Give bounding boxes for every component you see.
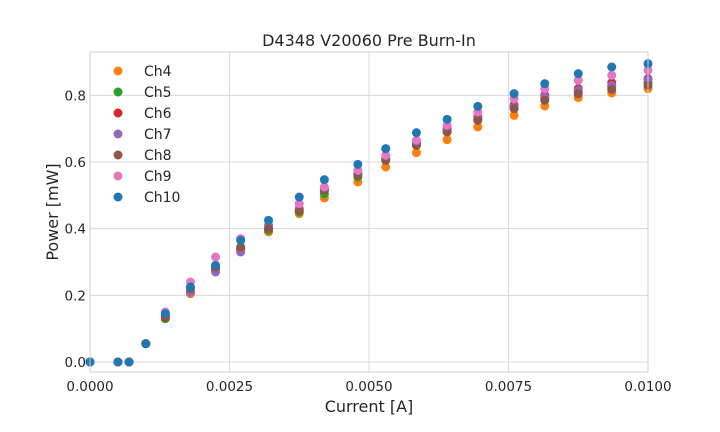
data-point: [573, 75, 583, 85]
grid: [90, 52, 648, 372]
data-point: [141, 339, 151, 349]
legend-label: Ch6: [144, 106, 172, 122]
data-point: [319, 182, 329, 192]
data-point: [264, 224, 274, 234]
data-point: [509, 104, 519, 114]
data-point: [442, 127, 452, 137]
data-point: [211, 252, 221, 262]
x-axis-label: Current [A]: [325, 397, 414, 416]
plot-frame: [89, 51, 649, 373]
legend-label: Ch5: [144, 85, 172, 101]
data-point: [319, 175, 329, 185]
data-point: [573, 69, 583, 79]
data-point: [113, 357, 123, 367]
data-point: [185, 282, 195, 292]
legend-item: Ch10: [113, 190, 180, 206]
legend-marker: [113, 87, 123, 97]
data-point: [236, 235, 246, 245]
data-point: [124, 357, 134, 367]
data-point: [442, 114, 452, 124]
legend-item: Ch9: [113, 169, 172, 185]
legend-marker: [113, 192, 123, 202]
data-point: [411, 148, 421, 158]
legend-item: Ch7: [113, 127, 172, 143]
y-tick-label: 0.6: [65, 155, 86, 171]
data-point: [160, 309, 170, 319]
legend-label: Ch10: [144, 190, 180, 206]
data-point: [540, 79, 550, 89]
data-point: [211, 260, 221, 270]
data-point: [353, 159, 363, 169]
data-point: [442, 135, 452, 145]
x-tick-label: 0.0100: [624, 379, 671, 395]
legend-item: Ch4: [113, 64, 172, 80]
legend-item: Ch8: [113, 148, 172, 164]
legend-marker: [113, 171, 123, 181]
legend-label: Ch7: [144, 127, 172, 143]
data-point: [473, 122, 483, 132]
data-point: [607, 62, 617, 72]
legend: Ch4 Ch5 Ch6 Ch7 Ch8 Ch9 Ch10: [113, 64, 180, 206]
data-point: [473, 115, 483, 125]
legend-marker: [113, 108, 123, 118]
x-tick-label: 0.0000: [66, 379, 113, 395]
data-point: [381, 150, 391, 160]
legend-label: Ch4: [144, 64, 172, 80]
data-point: [294, 205, 304, 215]
data-point: [509, 89, 519, 99]
data-point: [411, 135, 421, 145]
y-tick-label: 0.4: [65, 222, 86, 238]
y-tick-label: 0.2: [65, 288, 86, 304]
legend-marker: [113, 150, 123, 160]
series-ch10: [85, 59, 653, 367]
y-tick-label: 0.0: [65, 355, 86, 371]
data-point: [540, 95, 550, 105]
y-axis-label: Power [mW]: [43, 163, 62, 260]
x-axis-ticks: 0.0000 0.0025 0.0050 0.0075 0.0100: [66, 379, 671, 395]
data-point: [294, 199, 304, 209]
x-tick-label: 0.0050: [345, 379, 392, 395]
data-point: [264, 215, 274, 225]
legend-label: Ch9: [144, 169, 172, 185]
chart-title: D4348 V20060 Pre Burn-In: [262, 31, 476, 50]
data-point: [607, 84, 617, 94]
data-point: [473, 101, 483, 111]
data-point: [509, 110, 519, 120]
x-tick-label: 0.0025: [206, 379, 253, 395]
legend-label: Ch8: [144, 148, 172, 164]
x-tick-label: 0.0075: [485, 379, 532, 395]
data-point: [381, 162, 391, 172]
legend-marker: [113, 129, 123, 139]
data-point: [236, 242, 246, 252]
legend-item: Ch6: [113, 106, 172, 122]
legend-marker: [113, 66, 123, 76]
data-point: [381, 144, 391, 154]
data-point: [607, 70, 617, 80]
data-point: [294, 192, 304, 202]
y-tick-label: 0.8: [65, 88, 86, 104]
legend-item: Ch5: [113, 85, 172, 101]
data-point: [573, 89, 583, 99]
data-point: [411, 128, 421, 138]
y-axis-ticks: 0.0 0.2 0.4 0.6 0.8: [65, 88, 86, 371]
data-points: [85, 59, 653, 367]
